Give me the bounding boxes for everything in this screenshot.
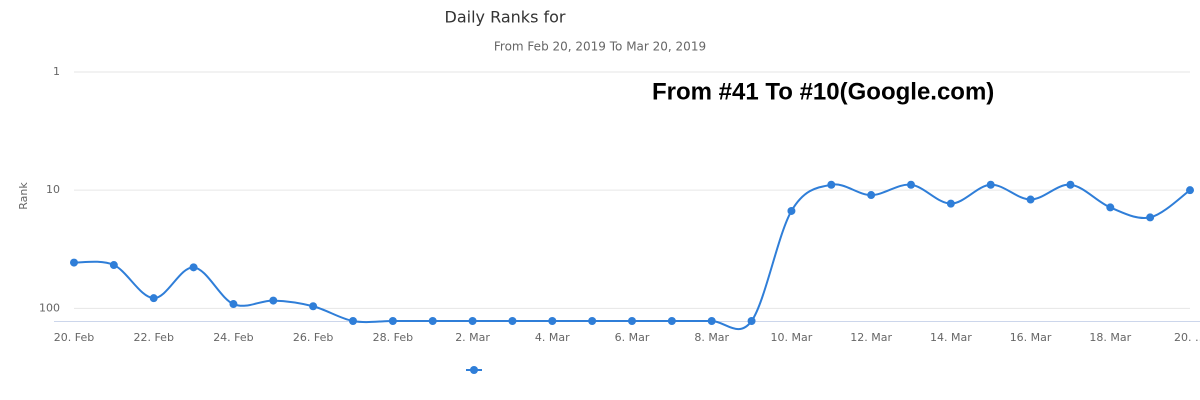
x-tick-label: 4. Mar <box>535 331 570 344</box>
data-point <box>149 294 158 303</box>
data-point <box>1146 213 1155 222</box>
y-axis-label: Rank <box>17 182 30 210</box>
x-tick-label: 6. Mar <box>615 331 650 344</box>
data-point <box>628 317 636 325</box>
redaction <box>578 8 674 26</box>
data-point <box>787 206 796 215</box>
data-point <box>70 258 78 267</box>
chart-title: Daily Ranks for <box>445 8 566 27</box>
data-point <box>667 317 676 325</box>
y-tick-label: 1 <box>53 65 60 78</box>
data-point <box>349 317 357 325</box>
chart-subtitle: From Feb 20, 2019 To Mar 20, 2019 <box>494 40 706 54</box>
data-point <box>189 263 198 272</box>
data-point <box>1066 180 1075 189</box>
data-point <box>269 296 278 305</box>
data-point <box>1106 203 1115 212</box>
x-tick-label: 14. Mar <box>930 331 972 344</box>
data-point <box>508 317 517 325</box>
x-tick-label: 22. Feb <box>133 331 173 344</box>
annotation: From #41 To #10(Google.com) <box>652 78 994 105</box>
data-point <box>827 180 836 189</box>
data-point <box>388 317 397 325</box>
x-tick-label: 16. Mar <box>1010 331 1052 344</box>
x-tick-label: 20. … <box>1174 331 1200 344</box>
data-point <box>1186 186 1194 195</box>
data-point <box>907 180 915 189</box>
x-tick-label: 8. Mar <box>694 331 729 344</box>
series-line <box>73 183 1191 331</box>
data-point <box>588 317 597 325</box>
data-point <box>747 317 756 325</box>
data-point <box>548 317 557 325</box>
x-tick-label: 26. Feb <box>293 331 333 344</box>
x-tick-label: 18. Mar <box>1089 331 1131 344</box>
data-point <box>468 317 477 325</box>
x-tick-label: 24. Feb <box>213 331 253 344</box>
x-tick-label: 28. Feb <box>373 331 413 344</box>
legend <box>466 366 482 374</box>
data-point <box>867 191 876 200</box>
x-tick-label: 20. Feb <box>54 331 94 344</box>
x-tick-label: 10. Mar <box>771 331 813 344</box>
data-point <box>309 302 318 311</box>
y-tick-label: 100 <box>39 301 60 314</box>
data-point <box>109 261 118 270</box>
x-tick-label: 12. Mar <box>850 331 892 344</box>
legend-marker <box>470 366 478 374</box>
data-point <box>428 317 437 325</box>
data-point <box>229 300 238 309</box>
data-point <box>986 180 995 189</box>
data-point <box>946 199 955 208</box>
data-point <box>707 317 716 325</box>
x-tick-label: 2. Mar <box>455 331 490 344</box>
data-point <box>1026 195 1035 204</box>
y-tick-label: 10 <box>46 183 60 196</box>
